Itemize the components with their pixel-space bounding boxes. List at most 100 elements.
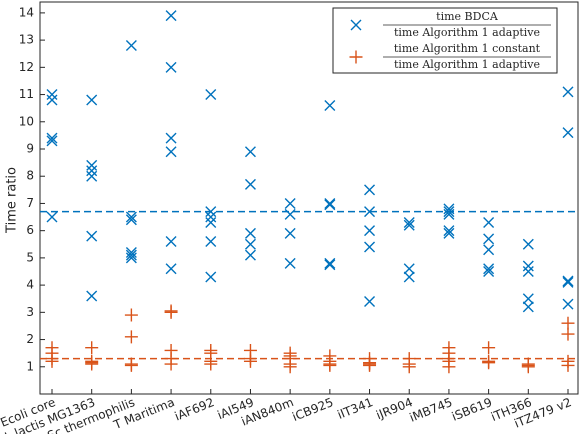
y-tick-label: 8 xyxy=(26,169,34,183)
marker xyxy=(521,360,535,374)
marker xyxy=(165,236,177,248)
marker xyxy=(363,358,377,372)
marker xyxy=(443,203,455,215)
marker xyxy=(562,275,574,287)
marker xyxy=(522,301,534,313)
marker xyxy=(86,170,98,182)
legend: time BDCA time Algorithm 1 adaptive time A… xyxy=(332,7,558,74)
legend-denominator: time Algorithm 1 adaptive xyxy=(394,26,540,39)
y-tick-label: 3 xyxy=(26,305,34,319)
marker xyxy=(85,341,99,355)
marker xyxy=(364,206,376,218)
legend-denominator: time Algorithm 1 adaptive xyxy=(394,58,540,71)
x-tick-label: iIT341 xyxy=(335,395,375,422)
y-tick-label: 7 xyxy=(26,196,34,210)
marker xyxy=(124,330,138,344)
marker xyxy=(164,357,178,371)
legend-numerator: time BDCA xyxy=(436,10,499,23)
marker xyxy=(403,219,415,231)
marker xyxy=(283,360,297,374)
marker xyxy=(482,356,496,370)
marker xyxy=(125,249,137,261)
marker xyxy=(46,211,58,223)
legend-box xyxy=(332,7,558,74)
marker xyxy=(402,360,416,374)
marker xyxy=(522,260,534,272)
marker xyxy=(165,132,177,144)
marker xyxy=(442,360,456,374)
marker xyxy=(46,132,58,144)
marker xyxy=(323,358,337,372)
x-tick-label: iSB619 xyxy=(450,395,494,424)
marker xyxy=(165,61,177,73)
marker xyxy=(284,197,296,209)
y-tick-label: 10 xyxy=(19,114,34,128)
marker xyxy=(86,159,98,171)
marker xyxy=(324,259,336,271)
marker xyxy=(165,10,177,22)
marker xyxy=(125,214,137,226)
y-tick-label: 6 xyxy=(26,223,34,237)
y-tick-label: 1 xyxy=(26,359,34,373)
marker xyxy=(46,135,58,147)
marker xyxy=(125,211,137,223)
marker xyxy=(483,244,495,256)
marker xyxy=(164,305,178,319)
marker xyxy=(244,249,256,261)
marker xyxy=(403,271,415,283)
marker xyxy=(284,257,296,269)
marker xyxy=(284,227,296,239)
marker xyxy=(124,358,138,372)
marker xyxy=(522,238,534,250)
legend-numerator: time Algorithm 1 constant xyxy=(394,42,541,55)
marker xyxy=(125,252,137,264)
marker xyxy=(244,227,256,239)
marker xyxy=(443,208,455,220)
marker xyxy=(483,263,495,275)
marker xyxy=(561,358,575,372)
y-tick-label: 9 xyxy=(26,142,34,156)
marker xyxy=(86,94,98,106)
y-tick-label: 5 xyxy=(26,250,34,264)
y-axis-label: Time ratio xyxy=(5,167,20,234)
marker xyxy=(522,266,534,277)
legend-marker xyxy=(349,50,363,64)
marker xyxy=(46,94,58,106)
x-tick-label: iAF692 xyxy=(173,395,217,423)
marker xyxy=(86,290,98,302)
marker xyxy=(204,357,218,371)
marker xyxy=(562,127,574,139)
marker xyxy=(562,276,574,288)
marker xyxy=(284,208,296,220)
marker xyxy=(125,246,137,258)
marker xyxy=(243,354,257,368)
marker xyxy=(483,266,495,277)
y-tick-label: 2 xyxy=(26,332,34,346)
marker xyxy=(86,165,98,177)
marker xyxy=(165,263,177,275)
marker xyxy=(562,86,574,98)
y-tick-label: 13 xyxy=(19,33,34,47)
marker xyxy=(364,225,376,237)
marker xyxy=(205,211,217,223)
y-tick-label: 12 xyxy=(19,60,34,74)
marker xyxy=(46,89,58,101)
marker xyxy=(205,236,217,248)
marker xyxy=(324,99,336,111)
marker xyxy=(483,217,495,228)
marker xyxy=(562,298,574,310)
x-tick-label: iJR904 xyxy=(374,395,415,422)
y-tick-label: 14 xyxy=(19,5,34,19)
marker xyxy=(364,184,376,196)
marker xyxy=(124,308,138,322)
x-tick-label: iCB925 xyxy=(290,395,335,424)
marker xyxy=(443,227,455,239)
marker xyxy=(522,293,534,305)
marker xyxy=(443,225,455,237)
marker xyxy=(324,257,336,269)
marker xyxy=(86,230,98,242)
marker xyxy=(561,316,575,330)
marker xyxy=(165,146,177,158)
